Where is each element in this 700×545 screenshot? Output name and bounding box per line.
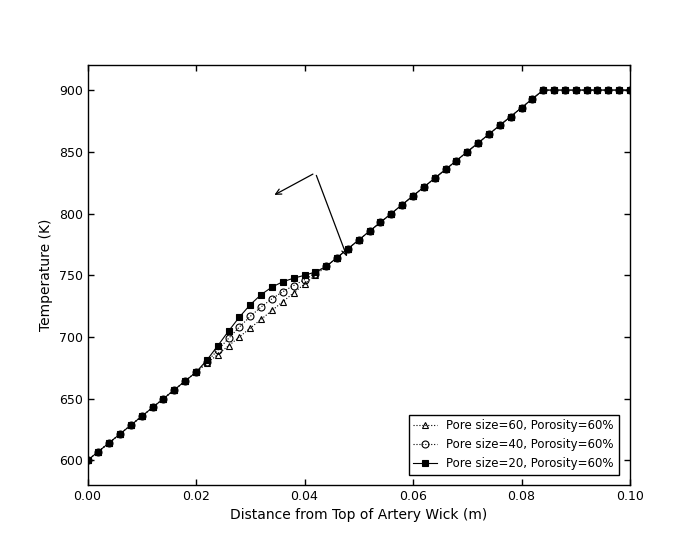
- Pore size=60, Porosity=60%: [626, 87, 634, 93]
- Pore size=20, Porosity=60%: [83, 457, 92, 464]
- Pore size=20, Porosity=60%: [442, 166, 450, 173]
- Pore size=40, Porosity=60%: [442, 166, 450, 173]
- Pore size=40, Porosity=60%: [203, 359, 211, 365]
- Pore size=40, Porosity=60%: [626, 87, 634, 93]
- Pore size=20, Porosity=60%: [246, 301, 255, 308]
- Pore size=60, Porosity=60%: [203, 360, 211, 367]
- Pore size=40, Porosity=60%: [615, 87, 623, 93]
- Pore size=20, Porosity=60%: [615, 87, 623, 93]
- Pore size=20, Porosity=60%: [626, 87, 634, 93]
- Line: Pore size=60, Porosity=60%: Pore size=60, Porosity=60%: [84, 87, 634, 464]
- Pore size=60, Porosity=60%: [474, 140, 482, 146]
- Pore size=40, Porosity=60%: [474, 140, 482, 146]
- Pore size=60, Porosity=60%: [257, 316, 265, 323]
- Pore size=20, Porosity=60%: [203, 357, 211, 364]
- Pore size=20, Porosity=60%: [474, 140, 482, 146]
- Pore size=60, Porosity=60%: [246, 325, 255, 331]
- Pore size=60, Porosity=60%: [442, 166, 450, 173]
- Pore size=60, Porosity=60%: [539, 87, 547, 93]
- Pore size=40, Porosity=60%: [257, 304, 265, 310]
- Legend: Pore size=60, Porosity=60%, Pore size=40, Porosity=60%, Pore size=20, Porosity=6: Pore size=60, Porosity=60%, Pore size=40…: [409, 415, 619, 475]
- Pore size=40, Porosity=60%: [539, 87, 547, 93]
- Line: Pore size=40, Porosity=60%: Pore size=40, Porosity=60%: [84, 87, 634, 464]
- Pore size=60, Porosity=60%: [615, 87, 623, 93]
- Pore size=20, Porosity=60%: [257, 292, 265, 298]
- Pore size=40, Porosity=60%: [246, 313, 255, 320]
- Pore size=20, Porosity=60%: [539, 87, 547, 93]
- X-axis label: Distance from Top of Artery Wick (m): Distance from Top of Artery Wick (m): [230, 508, 487, 523]
- Line: Pore size=20, Porosity=60%: Pore size=20, Porosity=60%: [84, 87, 634, 464]
- Pore size=60, Porosity=60%: [83, 457, 92, 464]
- Pore size=40, Porosity=60%: [83, 457, 92, 464]
- Y-axis label: Temperature (K): Temperature (K): [39, 219, 53, 331]
